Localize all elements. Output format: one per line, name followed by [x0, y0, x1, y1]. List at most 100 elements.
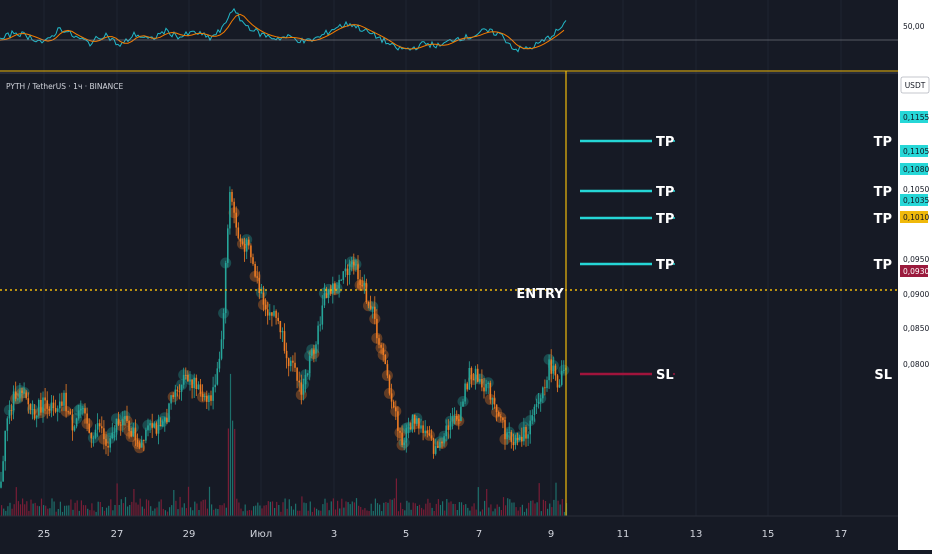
volume-bar [156, 507, 158, 516]
candle-body [428, 433, 431, 436]
candle-body [388, 375, 391, 394]
candle-body [266, 309, 269, 316]
volume-bar [97, 501, 99, 516]
candle-body [218, 358, 221, 369]
price-badge-label: 0,1035 [903, 196, 929, 205]
candle-body [88, 423, 90, 433]
volume-bar [194, 501, 196, 516]
candle-body [325, 293, 328, 298]
candle-body [548, 359, 550, 381]
volume-bar [9, 502, 11, 516]
volume-bar [374, 498, 376, 516]
candle-body [203, 395, 206, 397]
volume-bar [240, 508, 242, 516]
candle-body [245, 239, 248, 252]
candle-body [103, 428, 105, 440]
volume-bar [181, 507, 183, 516]
volume-bar [523, 511, 526, 516]
volume-bar [148, 500, 150, 516]
volume-bar [145, 499, 148, 516]
volume-bar [421, 507, 423, 516]
volume-bar [387, 502, 389, 516]
volume-bar [211, 504, 213, 516]
volume-bar [410, 509, 412, 516]
candle-body [531, 415, 534, 421]
x-tick-label: 25 [38, 529, 51, 540]
candle-body [168, 403, 170, 423]
volume-bar [502, 497, 505, 516]
x-tick-label: 29 [183, 529, 196, 540]
candle-body [497, 412, 500, 417]
volume-bar [19, 504, 22, 516]
candle-body [59, 401, 61, 409]
y-axis-ticks: 0,1050 0,0950 0,0900 0,0850 0,0800 [903, 185, 929, 369]
candle-body [542, 387, 544, 399]
candle-body [182, 374, 185, 385]
volume-bar [475, 509, 477, 516]
candle-body [285, 350, 288, 359]
volume-bar [355, 498, 358, 516]
candle-body [367, 302, 370, 306]
volume-bar [320, 510, 322, 516]
volume-bar [383, 502, 385, 516]
candle-body [458, 419, 460, 421]
volume-bar [106, 507, 108, 516]
candle-body [119, 424, 122, 426]
candle-body [544, 387, 546, 389]
volume-bar [267, 501, 269, 516]
candle-body [504, 420, 506, 440]
volume-bar [55, 511, 57, 516]
volume-bar [509, 499, 511, 516]
volume-bar [379, 504, 381, 516]
candle-body [332, 283, 334, 294]
trade-levels: TP TP TP TP SL [0, 135, 898, 383]
candle-body [413, 414, 416, 424]
volume-bar [11, 508, 13, 516]
volume-bar [513, 502, 515, 516]
volume-bar [61, 511, 64, 516]
candle-body [334, 283, 336, 290]
sl-label: SL [656, 368, 674, 383]
candle-body [195, 377, 198, 389]
volume-bar [372, 510, 374, 516]
candle-body [449, 421, 452, 430]
volume-bar [437, 499, 439, 516]
symbol-title[interactable]: PYTH / TetherUS · 1ч · BINANCE [6, 82, 123, 91]
candle-body [424, 430, 426, 434]
candle-body [147, 425, 149, 430]
volume-bar [5, 510, 7, 516]
volume-bar [173, 490, 175, 516]
candle-body [10, 410, 13, 411]
volume-bar [458, 502, 460, 516]
volume-bar [423, 509, 425, 516]
volume-bar [185, 508, 187, 516]
currency-box[interactable] [900, 76, 930, 94]
volume-bar [526, 508, 528, 516]
volume-bar [505, 505, 507, 516]
volume-bar [479, 511, 481, 516]
volume-bar [82, 505, 85, 516]
candle-body [48, 408, 51, 411]
candle-body [411, 414, 414, 430]
volume-bar [250, 510, 253, 516]
x-tick-label: 9 [548, 529, 554, 540]
x-tick-label: 11 [617, 529, 630, 540]
volume-bar [532, 500, 534, 516]
candle-body [298, 380, 300, 383]
candle-body [178, 391, 181, 393]
candle-body [287, 358, 290, 367]
candle-body [489, 382, 492, 400]
x-tick-label: 3 [331, 529, 337, 540]
volume-bar [519, 507, 521, 516]
volume-bar [431, 507, 433, 516]
volume-bar [53, 501, 55, 516]
y-tick-label: 0,0900 [903, 290, 929, 299]
candle-body [296, 367, 298, 381]
volume-bar [534, 503, 536, 516]
candle-body [143, 439, 145, 441]
volume-bar [133, 489, 135, 516]
candle-body [552, 365, 555, 374]
candle-body [124, 416, 126, 420]
volume-bar [507, 498, 509, 516]
